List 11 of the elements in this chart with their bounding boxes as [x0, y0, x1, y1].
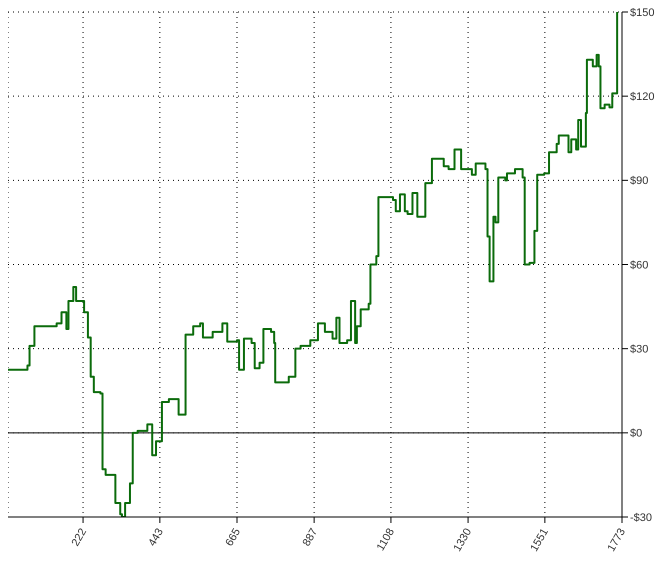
y-tick-label: $60	[630, 259, 648, 272]
y-tick-label: $90	[630, 175, 648, 188]
y-tick-label: $30	[630, 344, 648, 356]
x-tick-label: 665	[223, 526, 244, 548]
y-tick-label: $0	[630, 428, 642, 440]
y-tick-label: $120	[630, 91, 654, 104]
x-tick-label: 443	[146, 526, 166, 548]
x-tick-label: 887	[300, 526, 320, 548]
y-tick-label: $150	[630, 6, 654, 19]
x-tick-label: 222	[70, 526, 90, 548]
y-tick-label: -$30	[630, 512, 652, 524]
